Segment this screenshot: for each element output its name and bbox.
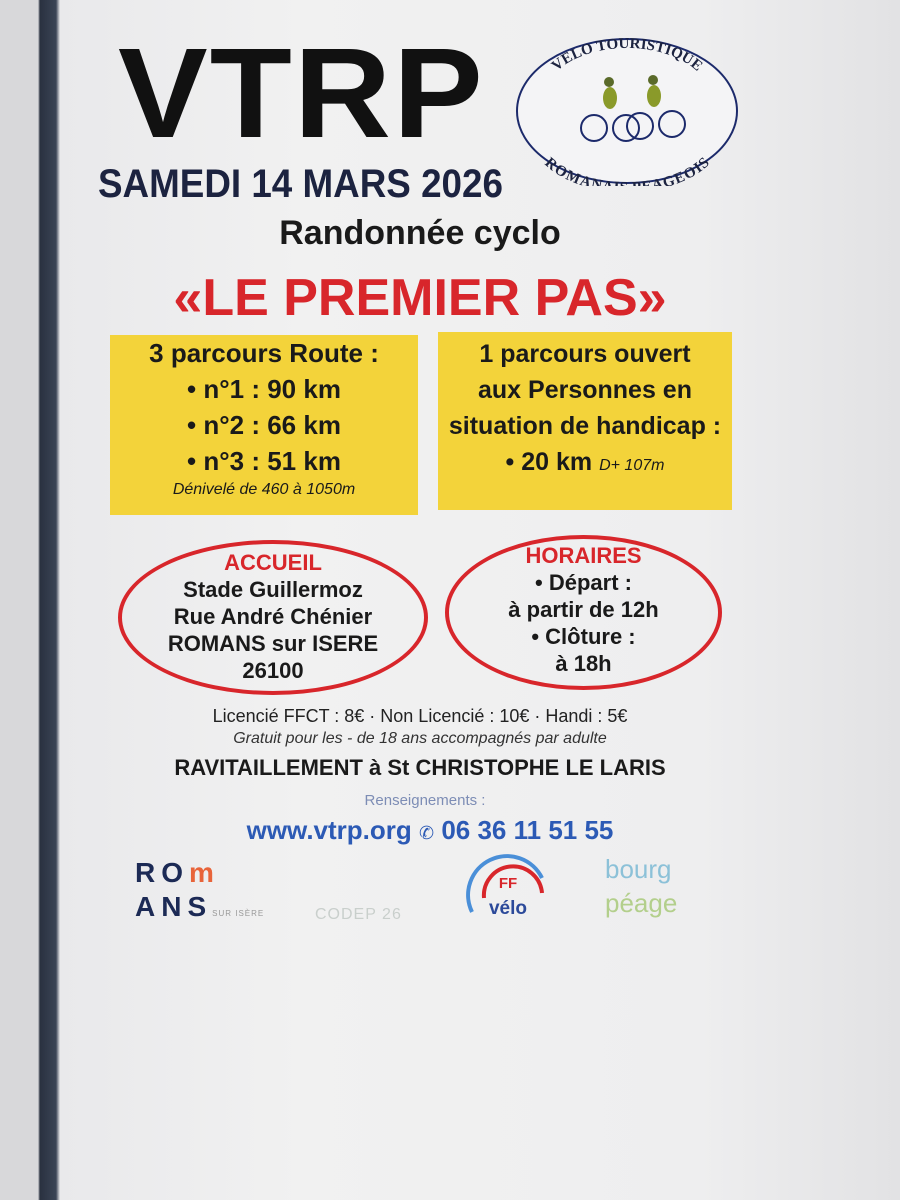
bourg-logo-text: bourg (605, 854, 672, 884)
handicap-distance: • 20 km (505, 448, 593, 476)
prices: Licencié FFCT : 8€ · Non Licencié : 10€ … (212, 706, 628, 726)
flyer-title: VTRP (118, 22, 485, 165)
bourg-peage-logo: bourg péage (605, 852, 677, 920)
ffvelo-velo: vélo (489, 898, 527, 919)
ravitaillement: RAVITAILLEMENT à St CHRISTOPHE LE LARIS (174, 755, 666, 780)
horaires-line: à 18h (555, 651, 612, 676)
phone-icon: ✆ (419, 823, 435, 843)
ffvelo-logo: FF vélo (466, 854, 544, 919)
event-name: «LE PREMIER PAS» (173, 269, 667, 327)
horaires-line: • Clôture : (531, 624, 636, 649)
romans-logo-text2: ANS (135, 891, 213, 922)
romans-logo-m: m (189, 857, 220, 888)
renseignements-label: Renseignements : (364, 792, 486, 809)
horaires-heading: HORAIRES (525, 543, 642, 568)
route-item: • n°2 : 66 km (187, 410, 341, 440)
website-link[interactable]: www.vtrp.org (246, 815, 412, 845)
accueil-line: Rue André Chénier (173, 604, 373, 629)
romans-logo-text: RO (135, 857, 189, 888)
peage-logo-text: péage (605, 888, 678, 918)
routes-elevation: Dénivelé de 460 à 1050m (172, 481, 356, 498)
horaires-oval: HORAIRES • Départ : à partir de 12h • Cl… (445, 535, 722, 690)
event-date: SAMEDI 14 MARS 2026 (98, 162, 503, 206)
routes-heading: 3 parcours Route : (149, 338, 379, 368)
handicap-line: situation de handicap : (448, 412, 722, 440)
handicap-line: 1 parcours ouvert (479, 340, 691, 368)
handicap-elevation: D+ 107m (599, 457, 665, 474)
romans-logo-sub: SUR ISÈRE (212, 909, 265, 918)
cyclists-icon (580, 75, 686, 142)
horaires-line: • Départ : (535, 570, 632, 595)
event-subtitle: Randonnée cyclo (279, 214, 561, 252)
accueil-oval: ACCUEIL Stade Guillermoz Rue André Chéni… (118, 540, 428, 695)
route-item: • n°1 : 90 km (187, 374, 341, 404)
route-item: • n°3 : 51 km (187, 446, 341, 476)
romans-logo: ROm ANSSUR ISÈRE (135, 856, 264, 931)
handicap-box: 1 parcours ouvert aux Personnes en situa… (438, 332, 732, 510)
accueil-heading: ACCUEIL (224, 550, 322, 575)
club-logo: VELO TOURISTIQUE ROMANAIS PEAGEOIS (516, 36, 738, 186)
routes-box: 3 parcours Route : • n°1 : 90 km • n°2 :… (110, 335, 418, 515)
accueil-line: 26100 (242, 658, 304, 683)
handicap-line: aux Personnes en (478, 376, 692, 404)
phone-number: 06 36 11 51 55 (441, 815, 614, 845)
horaires-line: à partir de 12h (508, 597, 659, 622)
ffvelo-ff: FF (499, 875, 517, 892)
accueil-line: ROMANS sur ISERE (167, 631, 379, 656)
contact-line: www.vtrp.org ✆ 06 36 11 51 55 (190, 815, 670, 848)
free-note: Gratuit pour les - de 18 ans accompagnés… (233, 730, 607, 747)
accueil-line: Stade Guillermoz (183, 577, 363, 602)
codep-logo: CODEP 26 (315, 906, 402, 923)
